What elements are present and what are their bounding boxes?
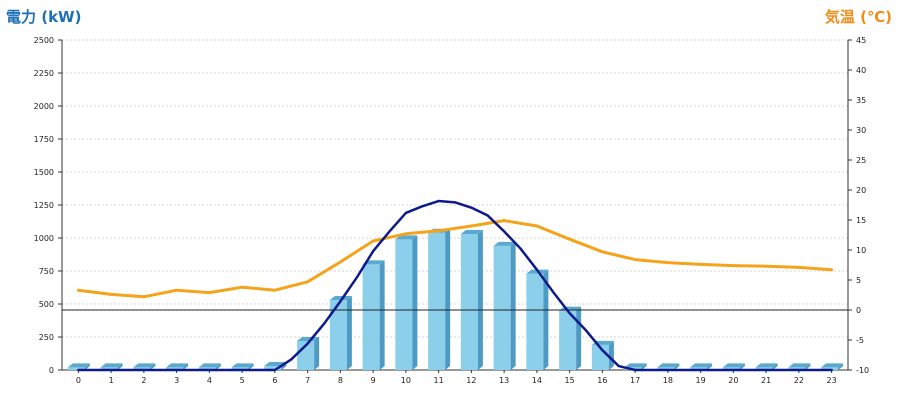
right-tick-label: 45 — [856, 36, 866, 45]
bar — [493, 241, 516, 370]
bar — [559, 306, 582, 370]
left-tick-label: 750 — [39, 267, 54, 276]
left-tick-label: 500 — [39, 300, 54, 309]
right-tick-label: 5 — [856, 276, 861, 285]
bar — [133, 363, 156, 370]
x-tick-label: 16 — [597, 376, 607, 385]
x-tick-label: 18 — [663, 376, 673, 385]
x-tick-label: 4 — [207, 376, 212, 385]
right-tick-label: -5 — [856, 336, 864, 345]
right-tick-label: 15 — [856, 216, 866, 225]
left-axis-title: 電力 (kW) — [6, 8, 82, 26]
x-tick-label: 11 — [434, 376, 444, 385]
x-tick-label: 22 — [794, 376, 804, 385]
x-tick-label: 21 — [761, 376, 771, 385]
x-tick-label: 0 — [76, 376, 81, 385]
right-tick-label: 25 — [856, 156, 866, 165]
bar — [362, 260, 385, 370]
left-tick-label: 1750 — [34, 135, 54, 144]
power-line — [77, 199, 833, 372]
left-tick-label: 2250 — [34, 69, 54, 78]
bar — [166, 363, 189, 370]
bar — [428, 228, 451, 370]
bar — [657, 363, 680, 370]
bar — [329, 296, 352, 370]
left-tick-label: 1500 — [34, 168, 54, 177]
bar — [231, 363, 254, 370]
right-tick-label: 40 — [856, 66, 866, 75]
x-tick-label: 7 — [305, 376, 310, 385]
x-tick-label: 10 — [401, 376, 411, 385]
bar — [821, 363, 844, 370]
x-tick-label: 5 — [240, 376, 245, 385]
right-axis-title: 気温 (℃) — [824, 8, 892, 26]
bar — [67, 363, 90, 370]
temperature-line — [76, 219, 834, 299]
bar — [100, 363, 123, 370]
x-tick-label: 19 — [696, 376, 706, 385]
x-tick-label: 17 — [630, 376, 640, 385]
left-tick-label: 250 — [39, 333, 54, 342]
left-tick-label: 1000 — [34, 234, 54, 243]
left-tick-label: 0 — [49, 366, 54, 375]
bar — [395, 235, 418, 370]
bar — [755, 363, 778, 370]
right-tick-label: 30 — [856, 126, 866, 135]
bar — [526, 269, 549, 370]
right-tick-label: 20 — [856, 186, 866, 195]
right-tick-label: 10 — [856, 246, 866, 255]
left-tick-label: 2500 — [34, 36, 54, 45]
x-tick-label: 20 — [728, 376, 738, 385]
bar — [690, 363, 713, 370]
right-tick-label: -10 — [856, 366, 869, 375]
bar — [788, 363, 811, 370]
x-tick-label: 6 — [272, 376, 277, 385]
x-tick-label: 8 — [338, 376, 343, 385]
bar — [591, 340, 614, 370]
bar — [460, 230, 483, 370]
right-tick-label: 0 — [856, 306, 861, 315]
left-tick-label: 2000 — [34, 102, 54, 111]
bar — [722, 363, 745, 370]
x-tick-label: 1 — [109, 376, 114, 385]
right-tick-label: 35 — [856, 96, 866, 105]
x-tick-label: 9 — [371, 376, 376, 385]
x-tick-label: 3 — [174, 376, 179, 385]
x-tick-label: 12 — [466, 376, 476, 385]
bar — [198, 363, 221, 370]
left-tick-label: 1250 — [34, 201, 54, 210]
x-tick-label: 2 — [141, 376, 146, 385]
x-tick-label: 14 — [532, 376, 542, 385]
x-tick-label: 13 — [499, 376, 509, 385]
x-tick-label: 23 — [827, 376, 837, 385]
x-tick-label: 15 — [565, 376, 575, 385]
